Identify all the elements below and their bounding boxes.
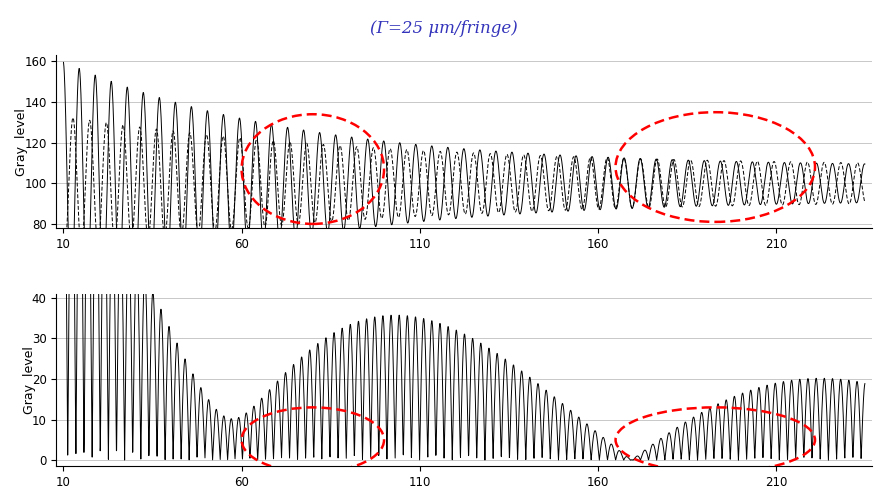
Text: (Γ=25 μm/fringe): (Γ=25 μm/fringe) [369, 20, 517, 37]
Y-axis label: Gray  level: Gray level [15, 108, 28, 175]
Y-axis label: Gray  level: Gray level [22, 346, 35, 414]
